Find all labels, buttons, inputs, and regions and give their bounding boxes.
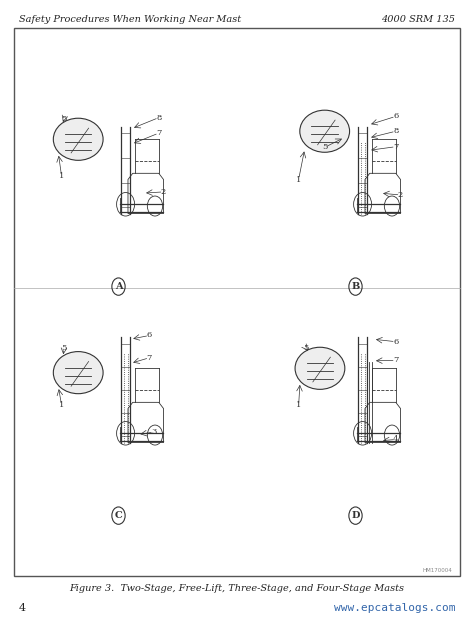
Text: 2: 2 <box>398 191 403 199</box>
Text: 7: 7 <box>146 354 152 361</box>
Text: 1: 1 <box>59 402 64 409</box>
Text: B: B <box>351 282 360 291</box>
Text: 7: 7 <box>393 143 399 150</box>
Ellipse shape <box>53 352 103 394</box>
Text: 7: 7 <box>156 129 162 137</box>
Text: Safety Procedures When Working Near Mast: Safety Procedures When Working Near Mast <box>19 15 241 25</box>
Text: 1: 1 <box>59 173 64 180</box>
Ellipse shape <box>300 110 349 152</box>
Text: HM170004: HM170004 <box>423 568 453 573</box>
Text: 2: 2 <box>161 188 166 196</box>
Bar <box>14 28 460 576</box>
Text: 5: 5 <box>303 344 309 352</box>
Text: 8: 8 <box>156 114 162 121</box>
Text: 5: 5 <box>322 144 328 151</box>
Text: 4: 4 <box>19 603 26 613</box>
Text: C: C <box>115 511 122 520</box>
Text: 1: 1 <box>296 176 301 183</box>
Text: 5: 5 <box>61 344 67 352</box>
Text: 8: 8 <box>393 128 399 135</box>
Ellipse shape <box>295 347 345 389</box>
Text: www.epcatalogs.com: www.epcatalogs.com <box>334 603 455 613</box>
Text: 6: 6 <box>146 332 152 339</box>
Ellipse shape <box>53 118 103 160</box>
Text: 6: 6 <box>393 338 399 345</box>
Text: A: A <box>115 282 122 291</box>
Text: Figure 3.  Two-Stage, Free-Lift, Three-Stage, and Four-Stage Masts: Figure 3. Two-Stage, Free-Lift, Three-St… <box>70 584 404 593</box>
Text: D: D <box>351 511 360 520</box>
Text: 7: 7 <box>393 357 399 364</box>
Text: 4: 4 <box>393 436 399 443</box>
Text: 5: 5 <box>61 115 67 123</box>
Text: 1: 1 <box>296 402 301 409</box>
Text: 6: 6 <box>393 113 399 120</box>
Text: 4000 SRM 135: 4000 SRM 135 <box>381 15 455 25</box>
Text: 3: 3 <box>151 428 157 436</box>
